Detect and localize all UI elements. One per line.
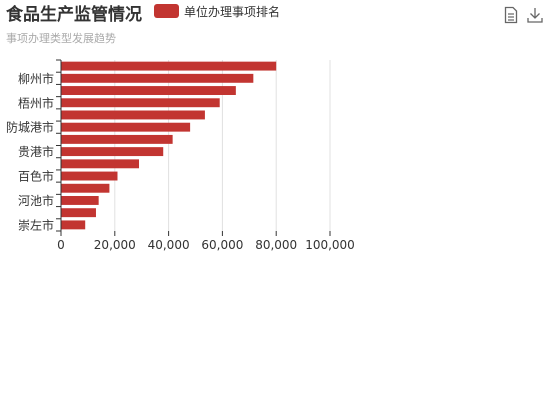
y-tick-label: 崇左市 — [18, 217, 54, 232]
x-tick-label: 100,000 — [305, 238, 355, 252]
bar — [61, 110, 205, 120]
y-tick-label: 防城港市 — [6, 120, 54, 135]
bar — [61, 171, 118, 181]
grid-lines — [114, 60, 331, 231]
bar — [61, 73, 254, 83]
x-tick-label: 40,000 — [148, 238, 190, 252]
data-view-icon[interactable] — [502, 6, 520, 24]
y-tick-label: 河池市 — [18, 193, 54, 208]
bar — [61, 98, 220, 108]
x-tick-label: 0 — [57, 238, 65, 252]
bar — [61, 147, 164, 157]
chart-subtitle: 事项办理类型发展趋势 — [6, 31, 116, 45]
y-tick-label: 百色市 — [18, 169, 54, 184]
bar — [61, 220, 86, 230]
bar — [61, 122, 191, 132]
legend-label: 单位办理事项排名 — [184, 4, 280, 19]
bar-series — [61, 61, 277, 230]
bar — [61, 86, 236, 95]
x-tick-label: 80,000 — [255, 238, 297, 252]
chart-title: 食品生产监管情况 — [6, 4, 142, 25]
bar — [61, 183, 110, 193]
y-tick-label: 梧州市 — [18, 95, 54, 110]
axes: 0 20,000 40,000 60,000 80,000 100,000 崇左市 河池市 百色… — [6, 59, 355, 252]
x-tick-label: 60,000 — [201, 238, 243, 252]
bar — [61, 134, 173, 144]
y-tick-label: 贵港市 — [18, 144, 54, 159]
bar — [61, 196, 99, 205]
bar — [61, 61, 277, 71]
bar — [61, 159, 140, 169]
bar — [61, 208, 96, 218]
x-tick-label: 20,000 — [94, 238, 136, 252]
save-image-icon[interactable] — [526, 6, 544, 24]
y-tick-label: 柳州市 — [18, 71, 54, 86]
legend-swatch — [154, 4, 179, 18]
legend-item[interactable]: 单位办理事项排名 — [154, 4, 280, 19]
